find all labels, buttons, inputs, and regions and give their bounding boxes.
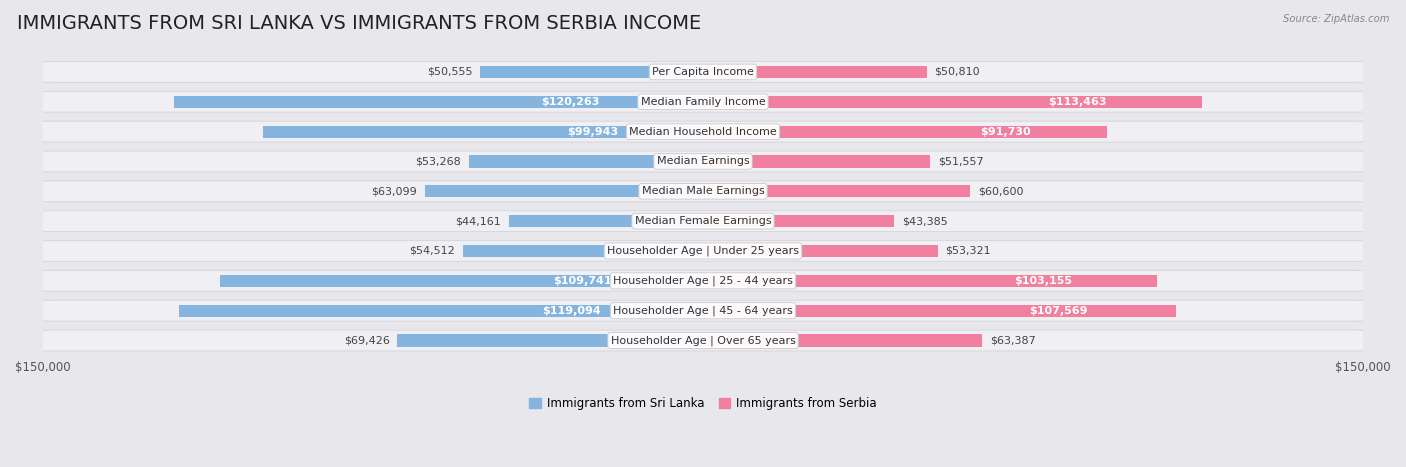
Bar: [703, 66, 927, 78]
Bar: [703, 304, 1177, 317]
Text: Householder Age | 45 - 64 years: Householder Age | 45 - 64 years: [613, 305, 793, 316]
Text: Median Female Earnings: Median Female Earnings: [634, 216, 772, 226]
Text: $53,268: $53,268: [415, 156, 461, 166]
Bar: [174, 96, 703, 108]
Bar: [703, 126, 1107, 138]
Text: Householder Age | Under 25 years: Householder Age | Under 25 years: [607, 246, 799, 256]
Text: $54,512: $54,512: [409, 246, 456, 256]
Text: $69,426: $69,426: [343, 335, 389, 346]
Text: $107,569: $107,569: [1029, 306, 1087, 316]
Bar: [468, 156, 703, 168]
Bar: [703, 275, 1157, 287]
Text: $119,094: $119,094: [543, 306, 602, 316]
Bar: [703, 156, 929, 168]
FancyBboxPatch shape: [39, 62, 1367, 82]
Text: Median Household Income: Median Household Income: [628, 127, 778, 137]
Bar: [703, 215, 894, 227]
FancyBboxPatch shape: [39, 181, 1367, 202]
Text: $63,099: $63,099: [371, 186, 418, 196]
Text: $113,463: $113,463: [1049, 97, 1107, 107]
FancyBboxPatch shape: [39, 330, 1367, 351]
Bar: [425, 185, 703, 198]
Text: $60,600: $60,600: [977, 186, 1024, 196]
FancyBboxPatch shape: [39, 241, 1367, 262]
Text: $99,943: $99,943: [568, 127, 619, 137]
FancyBboxPatch shape: [39, 300, 1367, 321]
Bar: [398, 334, 703, 347]
Text: Householder Age | Over 65 years: Householder Age | Over 65 years: [610, 335, 796, 346]
Text: $44,161: $44,161: [456, 216, 501, 226]
Bar: [703, 245, 938, 257]
Text: $91,730: $91,730: [980, 127, 1031, 137]
Bar: [463, 245, 703, 257]
FancyBboxPatch shape: [39, 211, 1367, 232]
Text: Median Family Income: Median Family Income: [641, 97, 765, 107]
Text: IMMIGRANTS FROM SRI LANKA VS IMMIGRANTS FROM SERBIA INCOME: IMMIGRANTS FROM SRI LANKA VS IMMIGRANTS …: [17, 14, 702, 33]
Bar: [703, 334, 981, 347]
FancyBboxPatch shape: [39, 270, 1367, 291]
Text: $53,321: $53,321: [946, 246, 991, 256]
Text: $109,741: $109,741: [553, 276, 612, 286]
Text: $63,387: $63,387: [990, 335, 1036, 346]
FancyBboxPatch shape: [39, 92, 1367, 112]
Text: $103,155: $103,155: [1015, 276, 1073, 286]
FancyBboxPatch shape: [39, 151, 1367, 172]
Bar: [179, 304, 703, 317]
Text: $50,555: $50,555: [427, 67, 472, 77]
Legend: Immigrants from Sri Lanka, Immigrants from Serbia: Immigrants from Sri Lanka, Immigrants fr…: [524, 393, 882, 415]
Bar: [703, 185, 970, 198]
Text: Median Male Earnings: Median Male Earnings: [641, 186, 765, 196]
Bar: [481, 66, 703, 78]
Text: Householder Age | 25 - 44 years: Householder Age | 25 - 44 years: [613, 276, 793, 286]
Text: Per Capita Income: Per Capita Income: [652, 67, 754, 77]
Bar: [219, 275, 703, 287]
Text: $120,263: $120,263: [541, 97, 600, 107]
Bar: [703, 96, 1202, 108]
Text: Source: ZipAtlas.com: Source: ZipAtlas.com: [1282, 14, 1389, 24]
Bar: [509, 215, 703, 227]
Text: $43,385: $43,385: [901, 216, 948, 226]
Bar: [263, 126, 703, 138]
FancyBboxPatch shape: [39, 121, 1367, 142]
Text: $51,557: $51,557: [938, 156, 983, 166]
Text: Median Earnings: Median Earnings: [657, 156, 749, 166]
Text: $50,810: $50,810: [935, 67, 980, 77]
